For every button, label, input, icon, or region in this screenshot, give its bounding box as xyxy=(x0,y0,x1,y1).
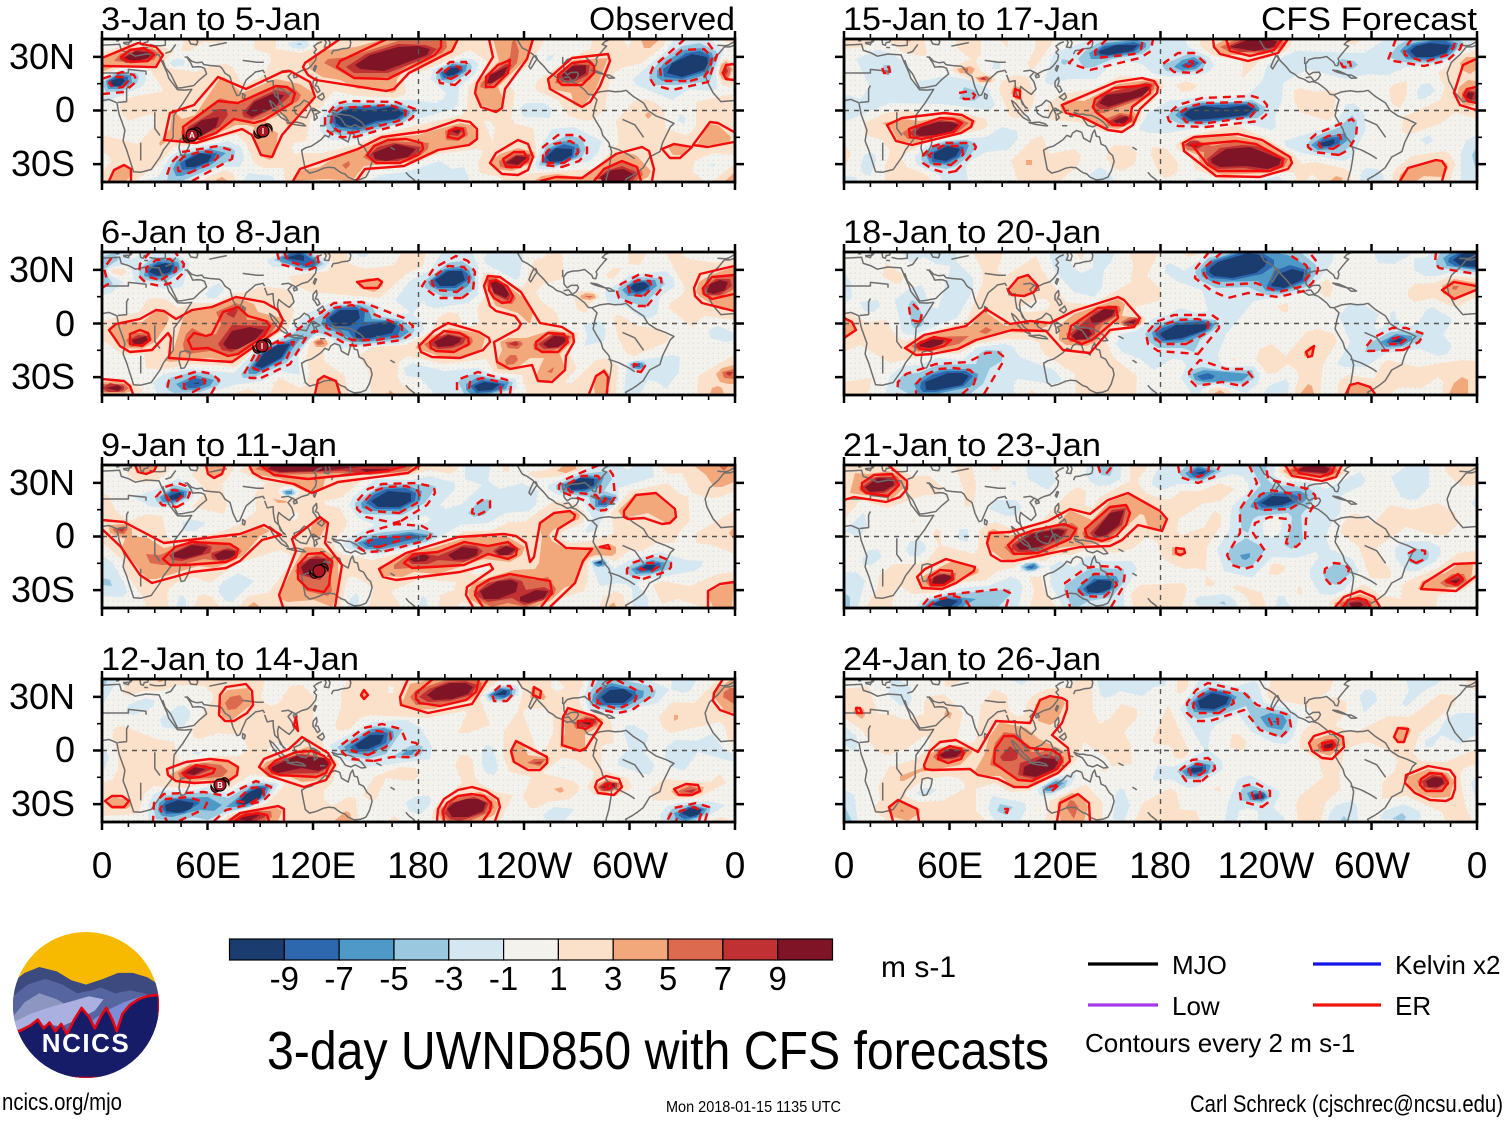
svg-text:0: 0 xyxy=(725,845,746,886)
svg-text:7: 7 xyxy=(714,960,732,997)
svg-text:6-Jan to 8-Jan: 6-Jan to 8-Jan xyxy=(101,214,321,250)
svg-text:3-Jan to 5-Jan: 3-Jan to 5-Jan xyxy=(101,1,321,37)
svg-text:21-Jan to 23-Jan: 21-Jan to 23-Jan xyxy=(843,427,1101,463)
svg-text:Low: Low xyxy=(1172,991,1220,1021)
svg-text:30N: 30N xyxy=(9,676,75,717)
svg-text:Mon 2018-01-15 1135 UTC: Mon 2018-01-15 1135 UTC xyxy=(666,1099,841,1116)
svg-text:3-day UWND850 with CFS forecas: 3-day UWND850 with CFS forecasts xyxy=(267,1021,1049,1081)
svg-text:0: 0 xyxy=(55,303,75,344)
svg-text:ER: ER xyxy=(1395,991,1431,1021)
svg-text:5: 5 xyxy=(659,960,677,997)
svg-text:-7: -7 xyxy=(324,960,353,997)
svg-text:180: 180 xyxy=(387,845,449,886)
svg-text:-5: -5 xyxy=(379,960,408,997)
svg-text:24-Jan to 26-Jan: 24-Jan to 26-Jan xyxy=(843,641,1101,677)
svg-text:0: 0 xyxy=(1467,845,1488,886)
svg-text:0: 0 xyxy=(55,89,75,130)
svg-text:60E: 60E xyxy=(175,845,241,886)
svg-text:0: 0 xyxy=(834,845,855,886)
svg-text:I: I xyxy=(262,127,264,136)
svg-text:3: 3 xyxy=(604,960,622,997)
svg-text:15-Jan to 17-Jan: 15-Jan to 17-Jan xyxy=(843,1,1099,37)
svg-text:I: I xyxy=(261,342,263,351)
svg-text:180: 180 xyxy=(1129,845,1191,886)
svg-text:120W: 120W xyxy=(476,845,573,886)
svg-text:0: 0 xyxy=(92,845,113,886)
svg-text:Kelvin x2: Kelvin x2 xyxy=(1395,950,1501,980)
svg-text:9: 9 xyxy=(769,960,787,997)
svg-text:-1: -1 xyxy=(489,960,518,997)
svg-text:ncics.org/mjo: ncics.org/mjo xyxy=(2,1089,122,1116)
svg-text:0: 0 xyxy=(55,515,75,556)
svg-text:30N: 30N xyxy=(9,462,75,503)
svg-text:Contours every 2 m s-1: Contours every 2 m s-1 xyxy=(1085,1028,1355,1058)
svg-text:m s-1: m s-1 xyxy=(881,951,956,984)
svg-text:Carl Schreck (cjschrec@ncsu.ed: Carl Schreck (cjschrec@ncsu.edu) xyxy=(1190,1091,1503,1118)
svg-text:120E: 120E xyxy=(1012,845,1098,886)
svg-text:60W: 60W xyxy=(592,845,668,886)
svg-text:18-Jan to 20-Jan: 18-Jan to 20-Jan xyxy=(843,214,1101,250)
svg-text:9-Jan to 11-Jan: 9-Jan to 11-Jan xyxy=(101,427,337,463)
svg-text:NCICS: NCICS xyxy=(42,1028,130,1058)
svg-text:30S: 30S xyxy=(11,143,75,184)
svg-text:120W: 120W xyxy=(1218,845,1315,886)
svg-text:0: 0 xyxy=(55,729,75,770)
svg-text:120E: 120E xyxy=(270,845,356,886)
svg-text:1: 1 xyxy=(549,960,567,997)
svg-text:MJO: MJO xyxy=(1172,950,1227,980)
svg-text:-9: -9 xyxy=(270,960,299,997)
svg-text:12-Jan to 14-Jan: 12-Jan to 14-Jan xyxy=(101,641,359,677)
svg-text:30S: 30S xyxy=(11,356,75,397)
svg-text:30S: 30S xyxy=(11,783,75,824)
svg-text:30N: 30N xyxy=(9,249,75,290)
svg-text:60W: 60W xyxy=(1334,845,1410,886)
svg-text:-3: -3 xyxy=(434,960,463,997)
svg-text:60E: 60E xyxy=(917,845,983,886)
svg-text:30N: 30N xyxy=(9,36,75,77)
svg-text:B: B xyxy=(217,781,223,790)
svg-text:A: A xyxy=(189,131,195,140)
svg-text:30S: 30S xyxy=(11,569,75,610)
svg-text:CFS Forecast: CFS Forecast xyxy=(1261,1,1477,37)
svg-text:Observed: Observed xyxy=(589,1,735,37)
